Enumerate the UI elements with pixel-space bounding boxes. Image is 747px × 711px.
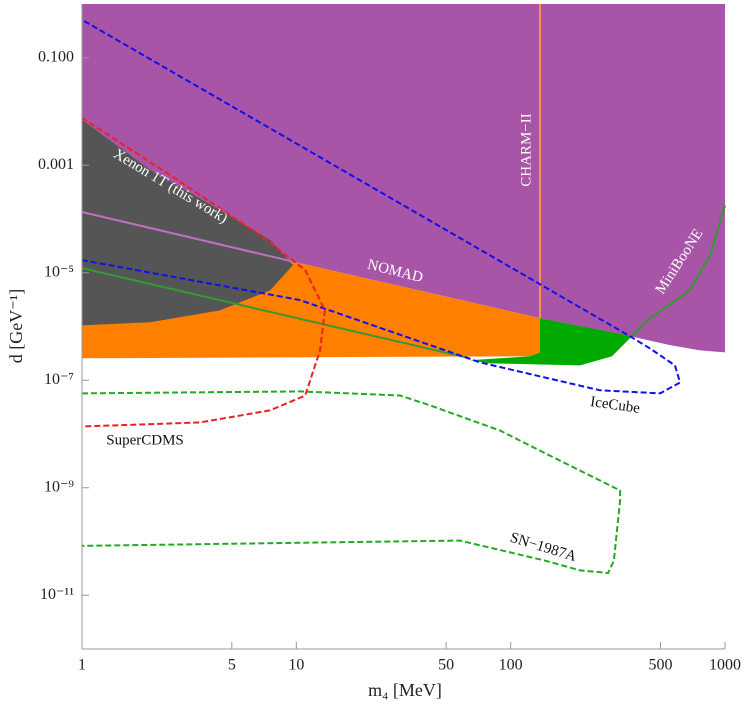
x-tick-label: 10 [288, 657, 304, 674]
curve [631, 204, 726, 337]
x-axis-label: m₄ [MeV] [368, 680, 442, 700]
y-axis-label: d [GeV⁻¹] [6, 289, 26, 363]
y-tick-label: 0.001 [38, 156, 74, 173]
x-tick-label: 5 [228, 657, 236, 674]
x-tick-label: 100 [499, 657, 523, 674]
y-tick-label: 0.100 [38, 48, 74, 65]
annotation: IceCube [589, 394, 641, 417]
curve [81, 267, 471, 360]
curve [81, 117, 326, 428]
annotation: SuperCDMS [106, 432, 184, 448]
y-tick-label: 10⁻⁵ [44, 263, 74, 280]
y-tick-label: 10⁻⁷ [44, 371, 74, 388]
y-tick-label: 10⁻⁹ [44, 478, 74, 495]
x-tick-label: 1 [78, 657, 86, 674]
curve [81, 18, 682, 395]
y-tick-label: 10⁻¹¹ [40, 586, 74, 603]
curve [81, 211, 296, 264]
region [469, 318, 632, 366]
curve [81, 390, 622, 575]
plot-area [81, 4, 726, 575]
x-tick-label: 50 [438, 657, 454, 674]
x-tick-label: 500 [648, 657, 672, 674]
annotation: CHARM−II [518, 113, 534, 186]
region [82, 119, 294, 326]
annotation: SN−1987A [508, 530, 578, 565]
x-tick-label: 1000 [709, 657, 741, 674]
region [82, 4, 725, 353]
